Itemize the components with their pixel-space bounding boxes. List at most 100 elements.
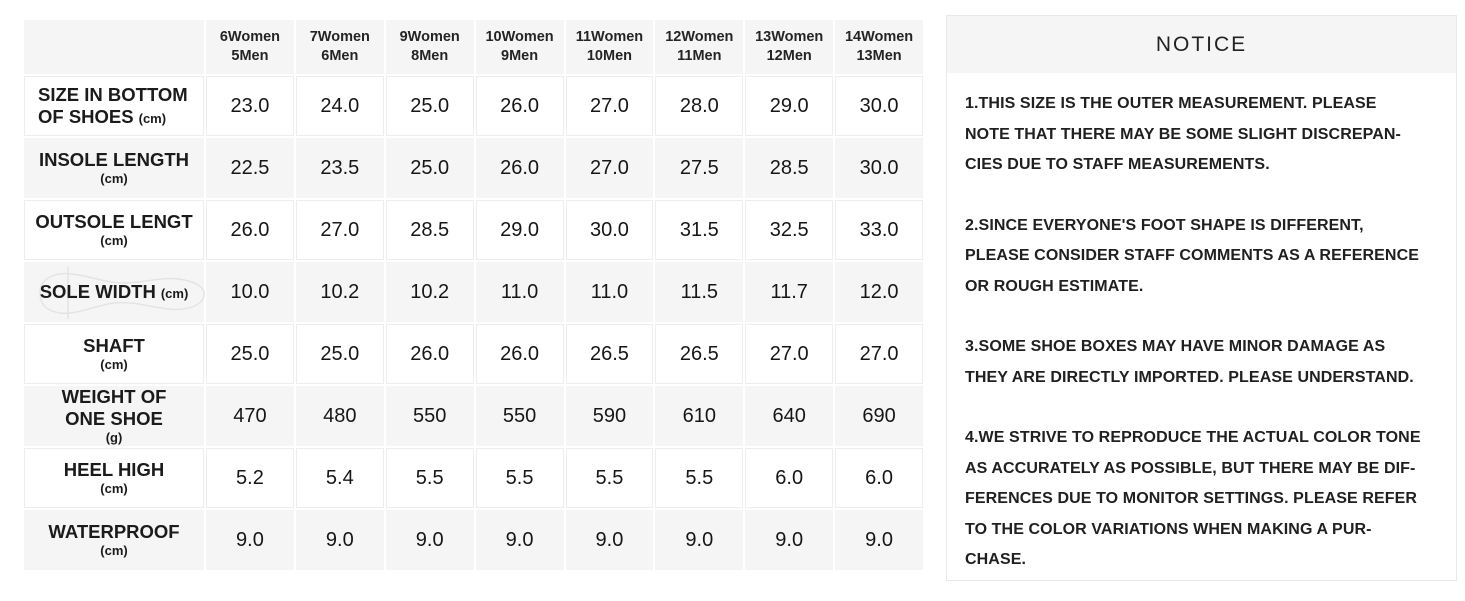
- notice-line: TO THE COLOR VARIATIONS WHEN MAKING A PU…: [965, 520, 1372, 538]
- table-row: WEIGHT OF ONE SHOE (g) 470 480 550 550 590 610 64…: [24, 386, 923, 446]
- column-header-men: 11Men: [677, 48, 722, 64]
- column-header-women: 11Women: [575, 29, 644, 46]
- row-unit: (cm): [138, 111, 167, 126]
- notice-line: OR ROUGH ESTIMATE.: [965, 277, 1144, 295]
- value-cell-insole-length-3: 26.0: [475, 138, 564, 198]
- table-row: INSOLE LENGTH (cm) 22.5 23.5 25.0 26.0 27.0 27.…: [24, 138, 923, 198]
- column-header-women: 6Women: [219, 29, 281, 46]
- value-cell-sole-width-2: 10.2: [385, 262, 474, 322]
- row-label-waterproof: WATERPROOF (cm): [24, 510, 204, 570]
- header-row: 6Women 5Men 7Women 6Men 9Women 8Men 10Women 9Me…: [24, 20, 923, 74]
- value-cell-heel-high-4: 5.5: [565, 448, 654, 508]
- table-row: WATERPROOF (cm) 9.0 9.0 9.0 9.0 9.0 9.0 9.0 9.0: [24, 510, 923, 570]
- value-cell-size-in-bottom-of-shoes-3: 26.0: [475, 76, 564, 136]
- value-cell-sole-width-4: 11.0: [565, 262, 654, 322]
- value-cell-size-in-bottom-of-shoes-4: 27.0: [565, 76, 654, 136]
- value-cell-shaft-1: 25.0: [295, 324, 384, 384]
- value-cell-waterproof-0: 9.0: [206, 510, 294, 570]
- column-header-men: 12Men: [766, 48, 812, 64]
- value-cell-insole-length-2: 25.0: [385, 138, 474, 198]
- row-label-insole-length: INSOLE LENGTH (cm): [24, 138, 204, 198]
- value-cell-heel-high-2: 5.5: [385, 448, 474, 508]
- value-cell-waterproof-4: 9.0: [565, 510, 654, 570]
- value-cell-insole-length-0: 22.5: [206, 138, 294, 198]
- value-cell-outsole-lengt-5: 31.5: [655, 200, 744, 260]
- value-cell-waterproof-1: 9.0: [295, 510, 384, 570]
- row-label-text: SHAFT (cm): [24, 335, 204, 373]
- value-cell-heel-high-6: 6.0: [745, 448, 834, 508]
- value-cell-sole-width-0: 10.0: [206, 262, 294, 322]
- notice-title: NOTICE: [947, 16, 1456, 73]
- row-label-heel-high: HEEL HIGH (cm): [24, 448, 204, 508]
- row-label-line: INSOLE LENGTH: [38, 149, 190, 171]
- row-label-text: WEIGHT OF ONE SHOE (g): [24, 386, 204, 446]
- notice-line: THEY ARE DIRECTLY IMPORTED. PLEASE UNDER…: [965, 368, 1414, 386]
- value-cell-sole-width-6: 11.7: [745, 262, 834, 322]
- value-cell-size-in-bottom-of-shoes-1: 24.0: [295, 76, 384, 136]
- notice-line: 4.WE STRIVE TO REPRODUCE THE ACTUAL COLO…: [965, 429, 1421, 446]
- column-header-women: 9Women: [399, 29, 460, 46]
- value-cell-weight-of-one-shoe-7: 690: [835, 386, 923, 446]
- row-unit: (cm): [100, 170, 128, 186]
- value-cell-insole-length-1: 23.5: [295, 138, 384, 198]
- row-label-text: HEEL HIGH (cm): [24, 459, 204, 497]
- notice-paragraph-3: 3.SOME SHOE BOXES MAY HAVE MINOR DAMAGE …: [965, 332, 1438, 393]
- table-row: SHAFT (cm) 25.0 25.0 26.0 26.0 26.5 26.5 27.0 27.…: [24, 324, 923, 384]
- value-cell-shaft-4: 26.5: [565, 324, 654, 384]
- row-label-line: SOLE WIDTH (cm): [39, 281, 189, 303]
- row-label-text: WATERPROOF (cm): [24, 521, 204, 559]
- column-header-men: 6Men: [321, 48, 359, 64]
- value-cell-size-in-bottom-of-shoes-7: 30.0: [835, 76, 923, 136]
- table-row: OUTSOLE LENGT (cm) 26.0 27.0 28.5 29.0 30.0 31.…: [24, 200, 923, 260]
- column-header-11women: 11Women 10Men: [565, 20, 654, 74]
- column-header-14women: 14Women 13Men: [835, 20, 923, 74]
- table-row: HEEL HIGH (cm) 5.2 5.4 5.5 5.5 5.5 5.5 6.0 6.0: [24, 448, 923, 508]
- value-cell-size-in-bottom-of-shoes-5: 28.0: [655, 76, 744, 136]
- column-header-women: 10Women: [485, 29, 554, 46]
- value-cell-outsole-lengt-3: 29.0: [475, 200, 564, 260]
- row-label-line: SIZE IN BOTTOM: [38, 84, 188, 106]
- notice-paragraph-2: 2.SINCE EVERYONE'S FOOT SHAPE IS DIFFERE…: [965, 211, 1438, 303]
- row-label-shaft: SHAFT (cm): [24, 324, 204, 384]
- value-cell-outsole-lengt-7: 33.0: [835, 200, 923, 260]
- value-cell-shaft-5: 26.5: [655, 324, 744, 384]
- column-header-12women: 12Women 11Men: [655, 20, 744, 74]
- value-cell-weight-of-one-shoe-1: 480: [295, 386, 384, 446]
- row-label-line: WATERPROOF: [48, 521, 180, 543]
- row-label-size-in-bottom-of-shoes: SIZE IN BOTTOM OF SHOES (cm): [24, 76, 204, 136]
- row-label-text: INSOLE LENGTH (cm): [24, 149, 204, 187]
- value-cell-heel-high-5: 5.5: [655, 448, 744, 508]
- value-cell-shaft-6: 27.0: [745, 324, 834, 384]
- notice-line: 1.THIS SIZE IS THE OUTER MEASUREMENT. PL…: [965, 95, 1377, 112]
- row-label-line: SHAFT: [83, 335, 145, 357]
- value-cell-insole-length-5: 27.5: [655, 138, 744, 198]
- notice-line: NOTE THAT THERE MAY BE SOME SLIGHT DISCR…: [965, 125, 1401, 143]
- value-cell-weight-of-one-shoe-6: 640: [745, 386, 834, 446]
- value-cell-waterproof-6: 9.0: [745, 510, 834, 570]
- value-cell-sole-width-3: 11.0: [475, 262, 564, 322]
- value-cell-weight-of-one-shoe-5: 610: [655, 386, 744, 446]
- row-label-line: WEIGHT OF: [61, 386, 167, 408]
- value-cell-outsole-lengt-6: 32.5: [745, 200, 834, 260]
- row-label-line: HEEL HIGH: [63, 459, 165, 481]
- value-cell-size-in-bottom-of-shoes-0: 23.0: [206, 76, 294, 136]
- value-cell-size-in-bottom-of-shoes-6: 29.0: [745, 76, 834, 136]
- column-header-13women: 13Women 12Men: [745, 20, 834, 74]
- value-cell-insole-length-6: 28.5: [745, 138, 834, 198]
- column-header-women: 7Women: [309, 29, 370, 46]
- value-cell-heel-high-3: 5.5: [475, 448, 564, 508]
- row-label-text: OUTSOLE LENGT (cm): [24, 211, 204, 249]
- size-chart-section: 6Women 5Men 7Women 6Men 9Women 8Men 10Women 9Me…: [22, 18, 925, 572]
- value-cell-weight-of-one-shoe-2: 550: [385, 386, 474, 446]
- row-label-line: OF SHOES (cm): [38, 106, 167, 127]
- column-header-men: 8Men: [411, 48, 449, 64]
- column-header-men: 10Men: [586, 48, 632, 64]
- row-unit: (cm): [160, 286, 189, 302]
- row-unit: (cm): [100, 356, 128, 372]
- row-label-weight-of-one-shoe: WEIGHT OF ONE SHOE (g): [24, 386, 204, 446]
- value-cell-insole-length-7: 30.0: [835, 138, 923, 198]
- row-label-line: ONE SHOE: [65, 408, 163, 430]
- row-label-outsole-lengt: OUTSOLE LENGT (cm): [24, 200, 204, 260]
- row-label-line: OUTSOLE LENGT: [35, 211, 193, 233]
- value-cell-heel-high-7: 6.0: [835, 448, 923, 508]
